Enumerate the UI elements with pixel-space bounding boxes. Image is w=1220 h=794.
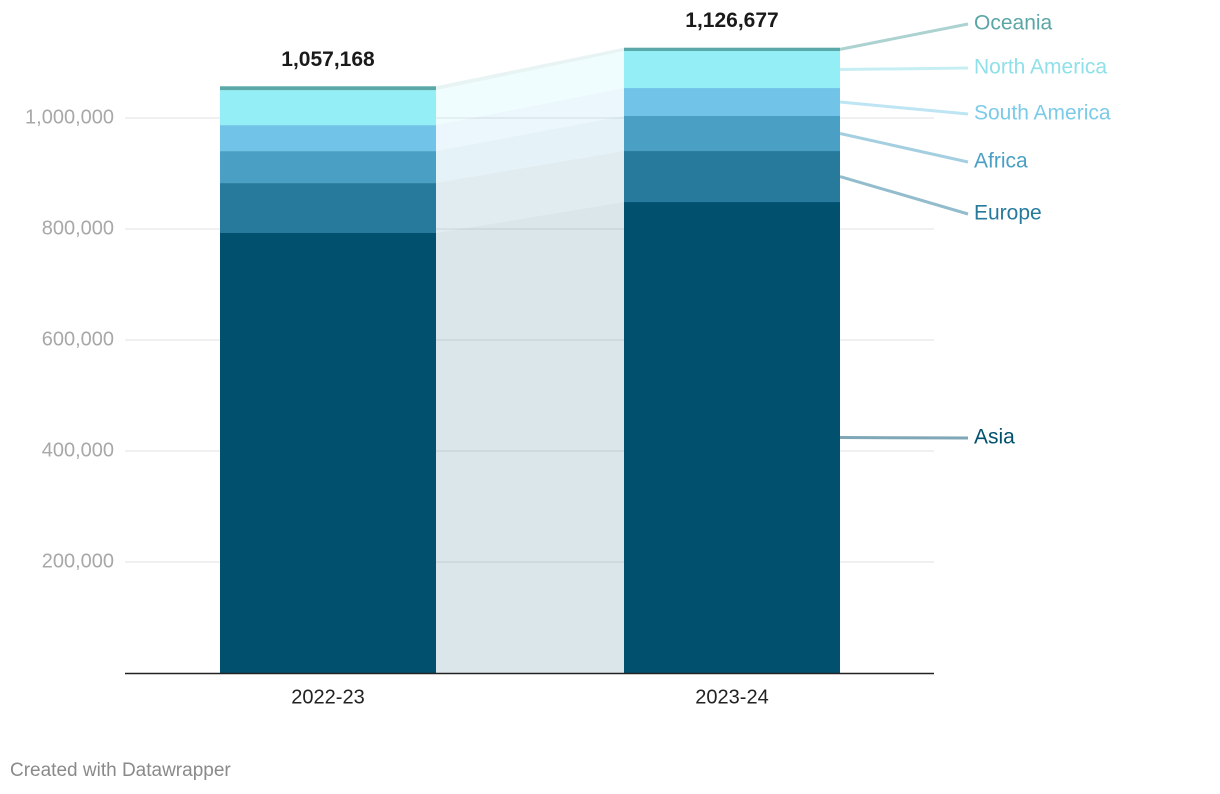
legend-label: Europe: [974, 202, 1042, 225]
legend-leader: [839, 22, 969, 51]
connector: [436, 116, 624, 184]
total-label: 1,126,677: [685, 9, 778, 32]
bar-segment: [220, 232, 436, 673]
bar-segment: [624, 51, 840, 89]
bar-segment: [220, 90, 436, 126]
y-tick-label: 800,000: [42, 217, 114, 239]
legend-label: Oceania: [974, 12, 1053, 35]
legend-label: North America: [974, 56, 1107, 79]
legend-leader: [839, 175, 969, 216]
connector: [436, 47, 624, 91]
bar-segment: [624, 116, 840, 152]
connector: [436, 151, 624, 233]
bar-segment: [624, 88, 840, 117]
total-label: 1,057,168: [281, 48, 375, 71]
legend-leader: [839, 66, 969, 72]
legend-label: Africa: [974, 150, 1028, 173]
legend-label: Asia: [974, 426, 1015, 449]
legend-label: South America: [974, 102, 1111, 125]
bar-segment: [624, 202, 840, 674]
y-tick-label: 1,000,000: [25, 106, 114, 128]
y-tick-label: 200,000: [42, 550, 114, 572]
legend-leader: [839, 132, 969, 164]
bar-segment: [624, 151, 840, 203]
bar-segment: [220, 151, 436, 184]
connector: [436, 202, 624, 674]
x-tick-label: 2023-24: [695, 686, 768, 708]
connector: [436, 88, 624, 152]
connector: [436, 51, 624, 126]
legend-leader: [839, 100, 969, 116]
y-tick-label: 400,000: [42, 439, 114, 461]
bar-segment: [220, 125, 436, 152]
credit: Created with Datawrapper: [10, 760, 231, 781]
bar-segment: [220, 86, 436, 91]
bar-segment: [624, 47, 840, 52]
y-tick-label: 600,000: [42, 328, 114, 350]
x-tick-label: 2022-23: [291, 686, 364, 708]
bar-segment: [220, 183, 436, 233]
